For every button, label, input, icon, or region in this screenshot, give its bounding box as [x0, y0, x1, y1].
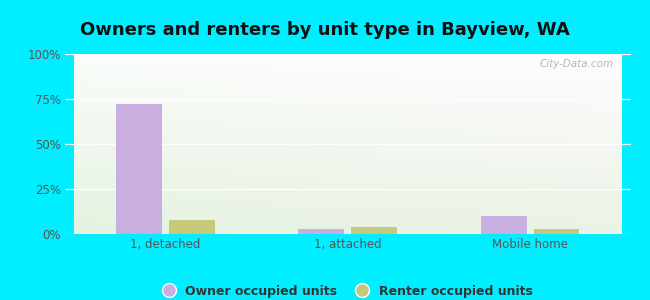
Bar	[352, 227, 397, 234]
Text: City-Data.com: City-Data.com	[540, 59, 614, 69]
Bar	[534, 229, 579, 234]
Bar	[116, 104, 162, 234]
Bar	[481, 216, 526, 234]
Bar	[169, 220, 214, 234]
Bar	[298, 229, 344, 234]
Text: Owners and renters by unit type in Bayview, WA: Owners and renters by unit type in Bayvi…	[80, 21, 570, 39]
Legend: Owner occupied units, Renter occupied units: Owner occupied units, Renter occupied un…	[158, 280, 538, 300]
